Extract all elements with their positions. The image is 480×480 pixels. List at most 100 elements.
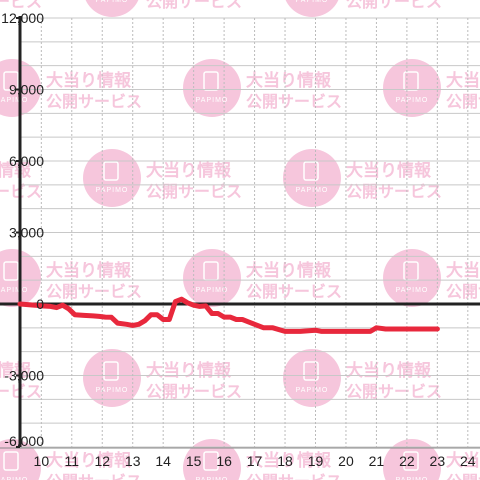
watermark-line1: 大当り情報: [46, 70, 132, 91]
watermark-badge: [83, 349, 141, 407]
watermark-badge-text: PAPIMO: [0, 97, 28, 104]
watermark-line2: 公開サービス: [346, 0, 442, 11]
watermark-badge: [183, 249, 241, 307]
watermark-line2: 公開サービス: [246, 92, 342, 111]
watermark-line1: 大当り情報: [446, 260, 480, 281]
phone-icon: [3, 261, 19, 281]
watermark-badge: [85, 0, 139, 17]
watermark-badge: [383, 439, 441, 480]
watermark-badge-text: PAPIMO: [396, 97, 429, 104]
watermark-badge: [183, 59, 241, 117]
watermark-badge: [283, 349, 341, 407]
phone-icon: [3, 71, 19, 91]
watermark-badge: [383, 249, 441, 307]
phone-icon: [203, 451, 219, 471]
x-tick-label: 13: [125, 453, 141, 469]
x-tick-label: 20: [338, 453, 354, 469]
x-tick-label: 23: [430, 453, 446, 469]
x-tick-label: 22: [399, 453, 415, 469]
watermark-badge: [183, 439, 241, 480]
x-tick-label: 15: [186, 453, 202, 469]
watermark-line2: 公開サービス: [46, 472, 142, 480]
watermark-line1: 大当り情報: [146, 360, 232, 381]
x-tick-label: 24: [460, 453, 476, 469]
watermark-line1: 大当り情報: [46, 260, 132, 281]
watermark-line2: 公開サービス: [446, 92, 480, 111]
watermark-line2: 公開サービス: [46, 92, 142, 111]
watermark-line2: 公開サービス: [346, 182, 442, 201]
x-tick-label: 16: [216, 453, 232, 469]
watermark-badge-text: PAPIMO: [0, 287, 28, 294]
tick-label-layer: 12,000 9,000 6,000 3,000 0 -3,000 -6,000 10 11 12…: [1, 10, 476, 469]
watermark-line2: 公開サービス: [246, 472, 342, 480]
watermark-badge-text: PAPIMO: [396, 477, 429, 480]
x-tick-label: 19: [308, 453, 324, 469]
watermark-badge-text: PAPIMO: [296, 387, 329, 394]
watermark-line2: 公開サービス: [0, 0, 42, 11]
y-tick-label: 3,000: [9, 225, 44, 241]
watermark-badge: [383, 59, 441, 117]
watermark-badge-text: PAPIMO: [196, 97, 229, 104]
y-tick-label: -6,000: [4, 433, 44, 449]
watermark-line1: 大当り情報: [346, 160, 432, 181]
watermark-badge-text: PAPIMO: [296, 0, 329, 4]
watermark-badge-text: PAPIMO: [96, 387, 129, 394]
grid-layer: [20, 17, 480, 448]
x-tick-label: 21: [369, 453, 385, 469]
watermark-line1: 大当り情報: [346, 360, 432, 381]
axis-layer: [0, 16, 480, 449]
phone-icon: [103, 161, 119, 181]
y-tick-label: 6,000: [9, 153, 44, 169]
watermark-line2: 公開サービス: [146, 0, 242, 11]
watermark-badge-text: PAPIMO: [296, 187, 329, 194]
watermark-badge-text: PAPIMO: [196, 287, 229, 294]
watermark-badge: [83, 149, 141, 207]
x-tick-label: 10: [34, 453, 50, 469]
watermark-line1: 大当り情報: [246, 450, 332, 471]
phone-icon: [303, 161, 319, 181]
watermark-line1: 大当り情報: [146, 160, 232, 181]
y-tick-label: 9,000: [9, 82, 44, 98]
watermark-badge-text: PAPIMO: [396, 287, 429, 294]
series-line: [17, 296, 440, 334]
x-tick-label: 14: [155, 453, 171, 469]
watermark-line2: 公開サービス: [246, 282, 342, 301]
watermark-line2: 公開サービス: [446, 472, 480, 480]
watermark-line1: 大当り情報: [446, 450, 480, 471]
x-tick-label: 12: [94, 453, 110, 469]
watermark-line1: 大当り情報: [46, 450, 132, 471]
y-tick-label: 12,000: [1, 10, 44, 26]
x-tick-label: 11: [65, 453, 80, 469]
phone-icon: [103, 361, 119, 381]
y-tick-label: -3,000: [4, 368, 44, 384]
watermark-line2: 公開サービス: [446, 282, 480, 301]
watermark-badge-text: PAPIMO: [96, 0, 129, 4]
watermark-line1: 大当り情報: [446, 70, 480, 91]
watermark-line1: 大当り情報: [0, 160, 32, 181]
watermark-line2: 公開サービス: [46, 282, 142, 301]
watermark-line1: 大当り情報: [246, 260, 332, 281]
phone-icon: [403, 451, 419, 471]
series-layer: [17, 296, 440, 334]
watermark-badge-text: PAPIMO: [0, 477, 28, 480]
phone-icon: [303, 361, 319, 381]
watermark-line2: 公開サービス: [346, 382, 442, 401]
watermark-badge: [283, 149, 341, 207]
watermark-badge-text: PAPIMO: [96, 187, 129, 194]
